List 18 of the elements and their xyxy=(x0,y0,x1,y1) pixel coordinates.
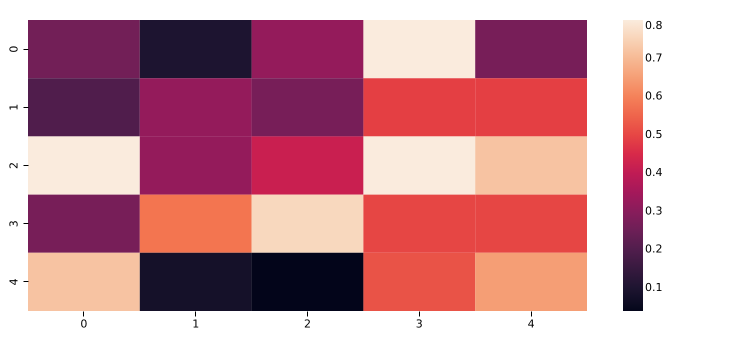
color-bar-label: 0.1 xyxy=(645,281,662,294)
color-bar-label: 0.5 xyxy=(645,128,662,141)
y-tick-label: 4 xyxy=(8,278,20,286)
color-bar-label: 0.7 xyxy=(645,51,662,64)
x-tick-label: 0 xyxy=(80,318,88,330)
x-tick-label: 1 xyxy=(192,318,200,330)
color-bar-label: 0.3 xyxy=(645,204,662,218)
color-bar-label: 0.6 xyxy=(645,90,662,103)
color-bar-label: 0.2 xyxy=(645,242,662,256)
x-tick-label: 4 xyxy=(528,318,535,330)
color-bar-label: 0.4 xyxy=(645,166,662,180)
y-tick-label: 3 xyxy=(8,220,20,228)
y-tick-label: 2 xyxy=(8,162,20,169)
x-tick-label: 2 xyxy=(304,318,311,330)
y-tick-label: 0 xyxy=(8,46,20,53)
y-tick-label: 1 xyxy=(8,104,20,111)
color-bar-label: 0.8 xyxy=(645,19,662,32)
x-tick-label: 3 xyxy=(416,318,423,330)
